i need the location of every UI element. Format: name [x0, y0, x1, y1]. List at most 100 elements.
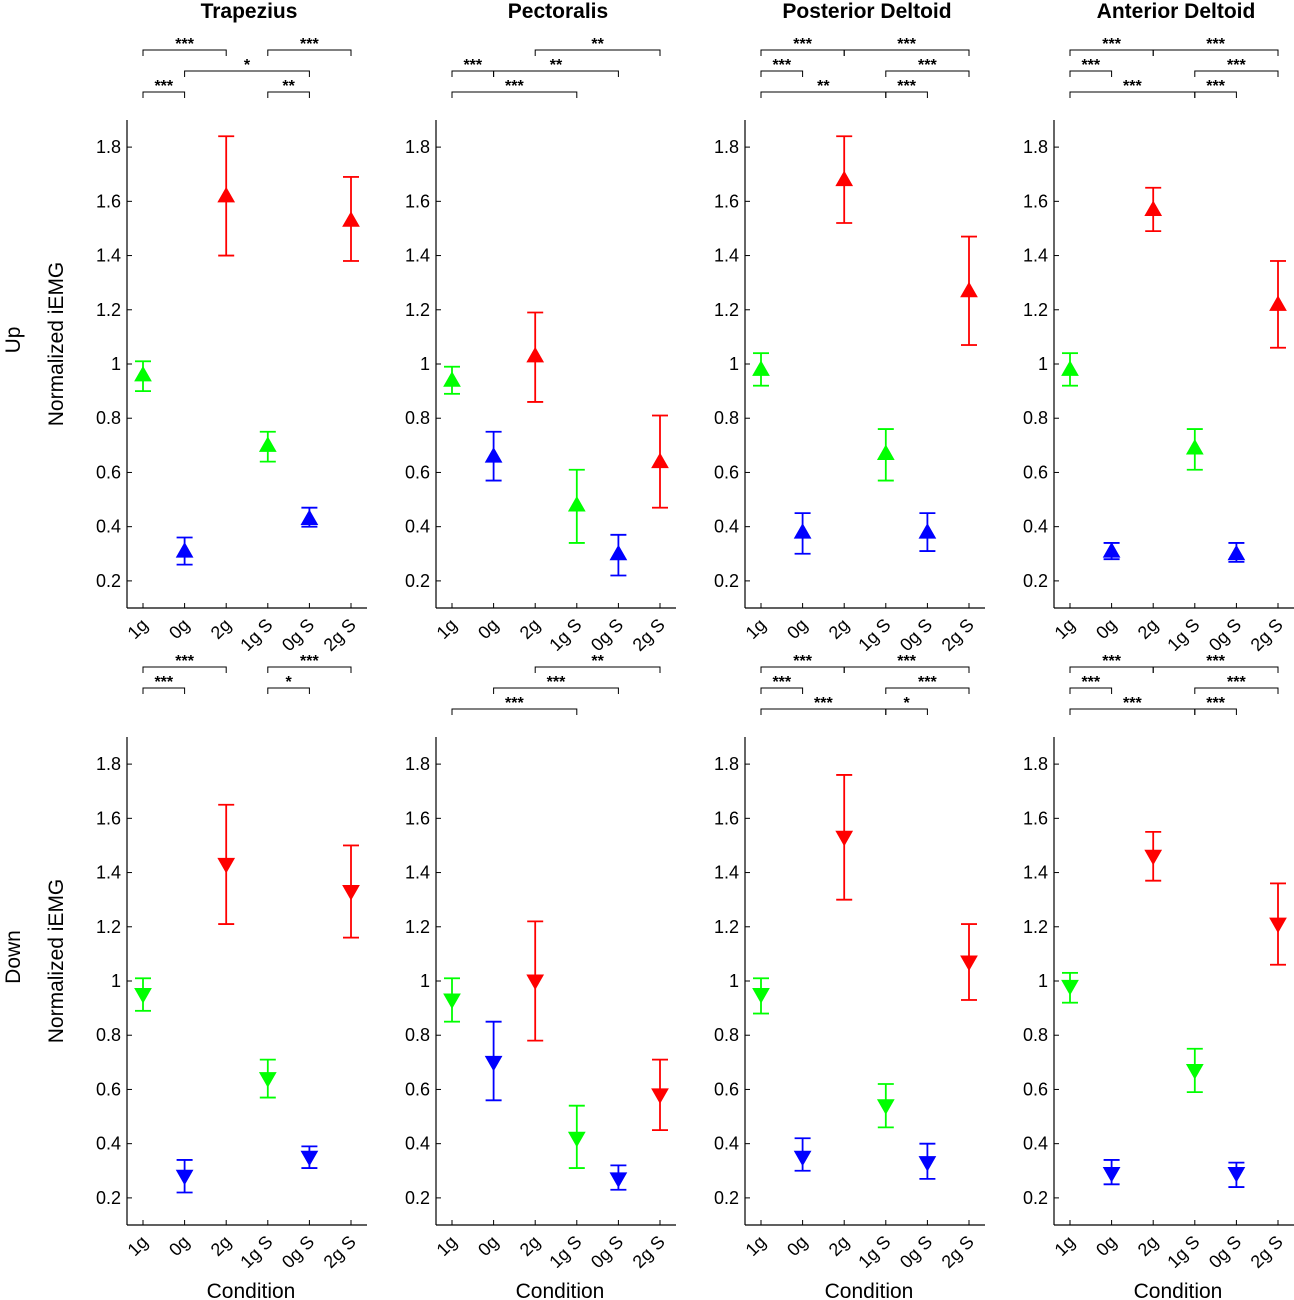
data-point-2g [526, 920, 545, 1042]
significance-bracket: *** [1069, 653, 1154, 673]
x-axis-label: Condition [516, 1280, 605, 1300]
data-point-1g [752, 352, 770, 387]
marker-triangle-up [526, 346, 545, 363]
bracket-line [1069, 70, 1113, 77]
x-tick-label: 0g [1092, 615, 1120, 643]
x-tick-label: 1g [742, 615, 770, 643]
marker-triangle-up [876, 444, 895, 460]
x-tick-label: 2g S [1247, 615, 1287, 655]
marker-triangle-up [1102, 542, 1121, 558]
significance-bracket: * [885, 695, 928, 715]
y-tick-label: 1.4 [405, 246, 430, 266]
marker-triangle-down [1227, 1166, 1246, 1183]
x-tick-label: 2g [207, 615, 235, 643]
data-point-0g-S [918, 1142, 937, 1180]
marker-triangle-down [876, 1099, 895, 1115]
y-tick-label: 1.8 [96, 754, 121, 774]
y-tick-label: 0.8 [405, 408, 430, 428]
data-point-1g-S [876, 1083, 895, 1129]
significance-bracket: * [184, 57, 310, 77]
marker-triangle-up [1227, 544, 1246, 561]
y-tick-label: 1.6 [1023, 191, 1048, 211]
marker-triangle-up [134, 365, 152, 382]
marker-triangle-down [609, 1172, 628, 1188]
significance-label: *** [1123, 695, 1142, 712]
y-tick-label: 1 [420, 354, 430, 374]
y-tick-label: 0.2 [1023, 571, 1048, 591]
marker-triangle-up [835, 170, 854, 187]
x-tick-label: 2g S [1247, 1232, 1287, 1272]
y-tick-label: 1 [729, 971, 739, 991]
bracket-line [760, 70, 804, 77]
significance-bracket: *** [885, 78, 928, 98]
y-tick-label: 0.4 [405, 517, 430, 537]
x-axis-label: Condition [207, 1280, 296, 1300]
marker-triangle-down [835, 830, 854, 847]
significance-bracket: *** [451, 695, 578, 715]
significance-label: *** [154, 674, 173, 691]
significance-bracket: *** [885, 674, 970, 694]
bracket-line [843, 49, 970, 56]
y-tick-label: 0.6 [96, 462, 121, 482]
bracket-line [451, 708, 578, 715]
marker-triangle-up [443, 371, 461, 387]
marker-triangle-up [258, 436, 277, 452]
data-point-0g [793, 512, 812, 555]
significance-label: ** [591, 653, 604, 670]
significance-bracket: *** [760, 695, 887, 715]
y-tick-label: 1.2 [714, 300, 739, 320]
bracket-line [534, 666, 661, 673]
bracket-line [267, 91, 310, 98]
bracket-line [267, 687, 310, 694]
marker-triangle-down [175, 1169, 194, 1186]
bracket-line [760, 687, 804, 694]
x-tick-label: 1g S [1163, 1232, 1203, 1272]
marker-triangle-up [752, 360, 770, 376]
y-tick-label: 1.6 [96, 191, 121, 211]
significance-bracket: *** [451, 57, 495, 77]
bracket-line [843, 666, 970, 673]
y-tick-label: 1.4 [405, 863, 430, 883]
x-tick-label: 2g [1134, 615, 1162, 643]
significance-bracket: ** [493, 57, 619, 77]
significance-bracket: *** [760, 57, 804, 77]
x-tick-label: 0g S [896, 1232, 936, 1272]
subplot-title: Anterior Deltoid [1097, 0, 1256, 23]
data-point-2g-S [342, 844, 360, 939]
bracket-line [493, 70, 619, 77]
x-tick-label: 2g S [320, 615, 360, 655]
y-tick-label: 0.2 [1023, 1188, 1048, 1208]
significance-bracket: *** [1069, 36, 1154, 56]
data-point-1g [752, 977, 770, 1015]
marker-triangle-up [793, 523, 812, 539]
x-tick-label: 0g [474, 1232, 502, 1260]
bracket-line [885, 70, 970, 77]
significance-bracket: ** [267, 78, 310, 98]
bracket-line [885, 708, 928, 715]
significance-label: ** [550, 57, 563, 74]
y-tick-label: 1.6 [714, 191, 739, 211]
x-tick-label: 0g [783, 1232, 811, 1260]
significance-bracket: *** [1069, 57, 1113, 77]
data-point-1g [443, 365, 461, 395]
data-point-1g [134, 360, 152, 393]
x-tick-label: 2g [825, 615, 853, 643]
marker-triangle-up [175, 542, 194, 558]
y-tick-label: 0.6 [405, 462, 430, 482]
x-tick-label: 1g [1051, 1232, 1079, 1260]
y-tick-label: 0.2 [96, 571, 121, 591]
data-point-1g [134, 977, 152, 1012]
significance-bracket: *** [1069, 674, 1113, 694]
data-point-0g [484, 430, 503, 482]
y-tick-label: 0.6 [1023, 462, 1048, 482]
y-tick-label: 1.6 [714, 808, 739, 828]
x-axis-label: Condition [1134, 1280, 1223, 1300]
data-point-1g-S [567, 468, 586, 544]
y-tick-label: 0.8 [405, 1025, 430, 1045]
y-tick-label: 0.4 [1023, 1134, 1048, 1154]
y-tick-label: 1.4 [714, 863, 739, 883]
x-tick-label: 1g S [236, 615, 276, 655]
significance-bracket: *** [1152, 653, 1279, 673]
x-tick-label: 1g [433, 615, 461, 643]
